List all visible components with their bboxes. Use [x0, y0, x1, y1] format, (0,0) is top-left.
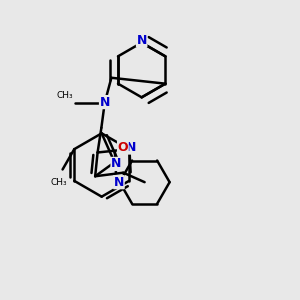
Text: N: N	[136, 34, 147, 46]
Text: N: N	[114, 176, 124, 189]
Text: O: O	[118, 141, 128, 154]
Text: CH₃: CH₃	[56, 91, 73, 100]
Text: N: N	[100, 96, 110, 109]
Text: CH₃: CH₃	[51, 178, 68, 187]
Text: N: N	[111, 158, 122, 170]
Text: N: N	[126, 141, 136, 154]
